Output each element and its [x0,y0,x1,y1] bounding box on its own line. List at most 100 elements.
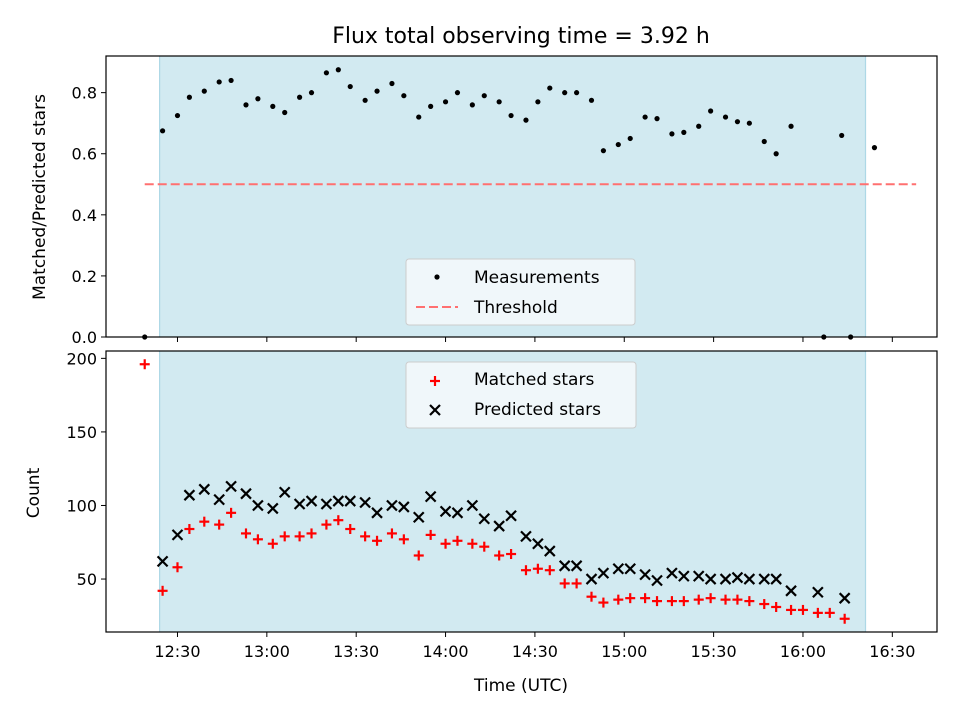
matched-star-point [467,538,478,549]
predicted-star-point [743,573,756,585]
matched-star-point [506,549,517,560]
matched-star-point [226,507,237,518]
predicted-star-point [678,570,690,582]
predicted-star-point [505,509,517,522]
predicted-star-point [451,507,464,519]
measurement-point [401,93,407,99]
x-tick-label: 14:30 [512,642,558,661]
matched-star-point [199,516,210,527]
measurement-point [416,114,422,120]
measurement-point [496,99,502,105]
predicted-star-point [544,545,556,557]
top-x-axis [176,337,893,342]
matched-star-point [625,593,636,604]
measurement-point [362,97,368,103]
legend-threshold-label: Threshold [473,298,558,318]
bottom-y-axis-label: Count [24,467,44,518]
matched-star-point [640,593,651,604]
predicted-star-point [412,511,425,524]
predicted-star-point [198,483,211,496]
measurement-point [174,112,181,119]
legend-measurements-label: Measurements [474,268,600,288]
predicted-star-point [466,499,479,512]
bottom-y-tick-label: 200 [66,349,97,368]
predicted-star-point [692,570,705,582]
predicted-star-point [278,486,291,499]
measurement-point [523,117,529,123]
measurement-point [547,85,553,91]
matched-star-point [494,550,505,561]
measurement-point [681,129,687,135]
matched-star-point [333,515,344,526]
predicted-star-point [213,493,225,506]
x-tick-label: 16:30 [869,642,915,661]
predicted-star-point [240,487,252,500]
measurement-point [454,90,461,96]
matched-star-point [360,531,371,542]
predicted-star-point [386,499,398,512]
predicted-star-point [719,573,732,585]
matched-star-point [705,593,716,604]
top-y-tick-label: 0.2 [72,267,97,286]
bottom-panel: 50 100 150 200 12:30 13:00 13:30 14:00 14:30 15:… [24,349,938,696]
bottom-plot-frame [105,350,938,633]
matched-star-point [797,604,808,615]
predicted-star-point [639,568,651,581]
top-y-axis-label: Matched/Predicted stars [30,94,50,300]
matched-star-point [240,528,251,539]
top-legend: Measurements Threshold [405,258,636,326]
matched-star-point [452,535,463,546]
measurement-point [428,103,434,109]
predicted-star-point [267,502,279,515]
matched-star-point [693,594,704,605]
measurement-point [708,108,714,114]
x-tick-label: 13:30 [333,642,379,661]
figure-title: Flux total observing time = 3.92 h [332,24,710,49]
top-y-tick-label: 0.4 [72,206,97,225]
matched-star-point [321,519,332,530]
measurement-point [255,96,261,102]
measurement-point [746,120,752,126]
matched-star-point [652,596,663,607]
top-y-tick-label: 0.0 [72,328,97,347]
x-tick-label: 16:00 [780,642,826,661]
predicted-star-point [398,501,410,513]
x-tick-label: 13:00 [244,642,290,661]
predicted-star-point [704,573,717,585]
top-plot-frame [105,55,938,338]
matched-star-point [294,531,305,542]
matched-star-point [520,565,531,576]
predicted-star-point [597,567,610,579]
measurement-point [442,99,449,105]
measurement-point [508,112,514,119]
predicted-star-point [156,555,169,568]
matched-star-point [386,528,397,539]
measurement-point [839,132,845,139]
matched-star-point [771,601,782,612]
matched-star-point [786,604,797,615]
measurement-point [374,88,380,94]
matched-star-point [413,550,424,561]
measurement-point [600,148,607,154]
measurement-point [871,145,878,151]
predicted-star-point [344,495,357,507]
predicted-star-point [225,480,237,493]
measurement-point [734,119,741,125]
measurement-point [186,94,192,100]
predicted-star-point [651,574,663,587]
measurement-point [323,70,330,76]
predicted-star-point [252,499,264,512]
x-tick-label: 12:30 [154,642,200,661]
matched-star-point [532,563,543,574]
measurement-point [270,103,276,109]
top-legend-box [405,258,636,326]
predicted-star-point [612,562,625,575]
predicted-star-point [770,573,782,585]
measurement-point [627,135,633,142]
predicted-star-point [758,573,771,585]
matched-star-point [666,596,677,607]
predicted-star-point [478,512,491,525]
predicted-star-point [585,573,598,585]
legend-matched-marker [430,376,440,386]
predicted-star-point [731,571,744,584]
